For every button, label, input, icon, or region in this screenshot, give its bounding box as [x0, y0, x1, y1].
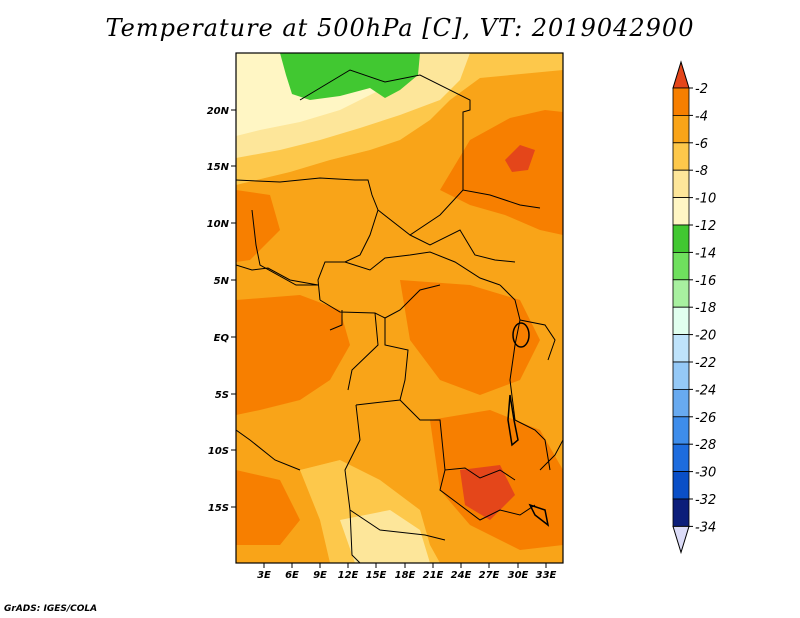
field-warm-2-ne — [505, 145, 535, 172]
field-warm-2-se — [460, 465, 515, 520]
lat-label: 15N — [207, 162, 230, 173]
colorbar: -2 -4 -6 -8 -10 -12 -14 -16 -18 -20 -22 -24 -26 -28 -3… — [672, 60, 716, 555]
latitude-axis: 20N 15N 10N 5N EQ 5S 10S 15S — [207, 106, 236, 514]
field-warm-4-w — [236, 295, 350, 415]
colorbar-label: -22 — [695, 356, 716, 371]
colorbar-swatch — [672, 197, 690, 226]
colorbar-label: -16 — [695, 274, 716, 289]
colorbar-label: -4 — [695, 109, 708, 124]
colorbar-swatch — [672, 334, 690, 363]
colorbar-label: -30 — [695, 466, 716, 481]
lon-label: 12E — [338, 570, 359, 581]
lat-label: 15S — [208, 503, 229, 514]
lon-label: 24E — [451, 570, 472, 581]
lat-label: 20N — [207, 106, 230, 117]
colorbar-label: -10 — [695, 192, 716, 207]
longitude-axis: 3E 6E 9E 12E 15E 18E 21E 24E 27E 30E 33E — [257, 563, 557, 581]
colorbar-label: -26 — [695, 411, 716, 426]
colorbar-label: -6 — [695, 137, 708, 152]
field-warm-4-c — [400, 280, 540, 395]
grads-credit: GrADS: IGES/COLA — [4, 604, 98, 614]
chart-title: Temperature at 500hPa [C], VT: 201904290… — [105, 14, 695, 42]
colorbar-swatch — [672, 142, 690, 171]
colorbar-swatch — [672, 388, 690, 418]
lon-label: 9E — [313, 570, 327, 581]
country-borders — [236, 69, 563, 563]
colorbar-swatch — [672, 306, 690, 336]
temperature-field — [236, 53, 563, 563]
colorbar-swatch — [672, 471, 690, 500]
lat-label: 10N — [207, 219, 230, 230]
colorbar-swatch — [672, 251, 690, 281]
field-band-14 — [280, 53, 420, 100]
colorbar-label: -2 — [695, 82, 708, 97]
lon-label: 33E — [536, 570, 557, 581]
colorbar-label: -32 — [695, 493, 716, 508]
lon-label: 3E — [257, 570, 271, 581]
colorbar-swatch — [672, 115, 690, 144]
colorbar-swatch — [672, 224, 690, 253]
lon-label: 18E — [395, 570, 416, 581]
colorbar-swatch — [672, 361, 690, 390]
colorbar-label: -12 — [695, 219, 716, 234]
colorbar-swatch — [672, 87, 690, 116]
colorbar-label: -14 — [695, 246, 716, 261]
colorbar-swatch — [672, 416, 690, 445]
colorbar-label: -20 — [695, 329, 716, 344]
lon-label: 6E — [285, 570, 299, 581]
lon-label: 21E — [423, 570, 444, 581]
field-warm-4-ne — [440, 110, 563, 235]
field-band-10-s — [340, 510, 430, 563]
colorbar-label: -8 — [695, 164, 708, 179]
colorbar-swatch — [672, 498, 690, 527]
colorbar-label: -18 — [695, 301, 716, 316]
colorbar-label: -34 — [695, 520, 716, 535]
lon-label: 30E — [508, 570, 529, 581]
lakes — [507, 322, 550, 527]
colorbar-label: -28 — [695, 438, 716, 453]
lat-label: 5S — [215, 390, 229, 401]
field-warm-4-nw — [236, 190, 280, 262]
colorbar-under-triangle — [672, 525, 690, 555]
field-warm-4-sw — [236, 470, 300, 545]
colorbar-swatch — [672, 279, 690, 308]
colorbar-swatch — [672, 169, 690, 198]
colorbar-label: -24 — [695, 383, 716, 398]
lat-label: 5N — [214, 276, 230, 287]
colorbar-over-triangle — [672, 60, 690, 89]
lat-label: EQ — [214, 333, 230, 344]
lat-label: 10S — [208, 446, 229, 457]
map-frame — [235, 52, 564, 564]
lon-label: 15E — [366, 570, 387, 581]
lon-label: 27E — [479, 570, 500, 581]
colorbar-swatch — [672, 443, 690, 473]
